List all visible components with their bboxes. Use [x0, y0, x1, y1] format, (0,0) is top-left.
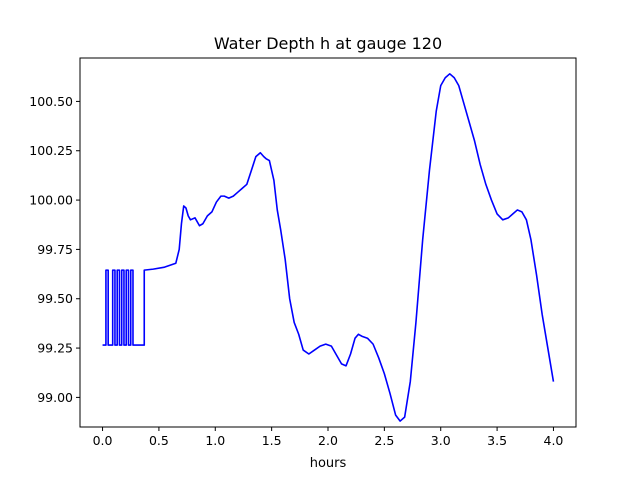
plot-area [102, 72, 555, 422]
x-tick-label: 3.0 [431, 433, 451, 448]
axes-frame [79, 57, 577, 428]
y-tick-label: 99.25 [37, 341, 73, 356]
x-tick-label: 2.5 [374, 433, 394, 448]
y-axis: 99.00 99.25 99.50 99.75 100.00 100.25 100.50 [29, 94, 80, 405]
y-tick-label: 100.50 [29, 94, 73, 109]
x-axis-label: hours [310, 456, 347, 471]
y-tick-label: 99.50 [37, 291, 73, 306]
x-axis: 0.0 0.5 1.0 1.5 2.0 2.5 3.0 3.5 4.0 [93, 427, 564, 448]
x-tick-label: 2.0 [318, 433, 338, 448]
y-tick-label: 99.75 [37, 242, 73, 257]
y-tick-label: 100.25 [29, 143, 73, 158]
x-tick-label: 1.5 [262, 433, 282, 448]
x-tick-label: 0.0 [93, 433, 113, 448]
y-tick-label: 99.00 [37, 390, 73, 405]
series-line-0 [102, 72, 555, 422]
x-tick-label: 3.5 [487, 433, 507, 448]
chart-title: Water Depth h at gauge 120 [214, 34, 442, 53]
x-tick-label: 1.0 [205, 433, 225, 448]
x-tick-label: 0.5 [149, 433, 169, 448]
x-tick-label: 4.0 [544, 433, 564, 448]
y-tick-label: 100.00 [29, 193, 73, 208]
